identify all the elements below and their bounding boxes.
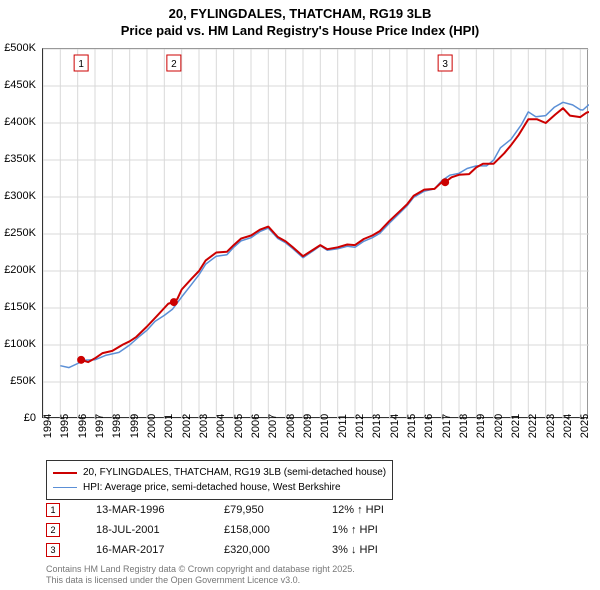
x-tick-label: 2014 (389, 414, 401, 438)
chart-title: 20, FYLINGDALES, THATCHAM, RG19 3LB Pric… (0, 0, 600, 40)
title-line2: Price paid vs. HM Land Registry's House … (0, 23, 600, 40)
sale-price: £158,000 (224, 524, 304, 536)
x-tick-label: 1996 (77, 414, 89, 438)
title-line1: 20, FYLINGDALES, THATCHAM, RG19 3LB (0, 6, 600, 23)
x-tick-label: 2006 (250, 414, 262, 438)
sale-row: 3 16-MAR-2017 £320,000 3% ↓ HPI (46, 540, 384, 560)
y-axis-labels: £0£50K£100K£150K£200K£250K£300K£350K£400… (0, 48, 40, 418)
x-tick-label: 2009 (302, 414, 314, 438)
svg-text:3: 3 (442, 59, 448, 70)
x-tick-label: 2007 (267, 414, 279, 438)
footer: Contains HM Land Registry data © Crown c… (46, 564, 355, 587)
y-tick-label: £0 (24, 412, 36, 424)
sale-row: 1 13-MAR-1996 £79,950 12% ↑ HPI (46, 500, 384, 520)
x-tick-label: 2019 (475, 414, 487, 438)
x-tick-label: 1997 (94, 414, 106, 438)
y-tick-label: £150K (4, 301, 36, 313)
legend-row: 20, FYLINGDALES, THATCHAM, RG19 3LB (sem… (53, 465, 386, 480)
sale-date: 16-MAR-2017 (96, 544, 196, 556)
sale-price: £79,950 (224, 504, 304, 516)
y-tick-label: £200K (4, 264, 36, 276)
sale-date: 13-MAR-1996 (96, 504, 196, 516)
sale-diff: 3% ↓ HPI (332, 544, 378, 556)
x-tick-label: 2008 (285, 414, 297, 438)
x-tick-label: 2013 (371, 414, 383, 438)
svg-text:1: 1 (78, 59, 84, 70)
x-tick-label: 2018 (458, 414, 470, 438)
x-axis-labels: 1994199519961997199819992000200120022003… (42, 422, 588, 462)
x-tick-label: 1995 (59, 414, 71, 438)
sale-date: 18-JUL-2001 (96, 524, 196, 536)
svg-text:2: 2 (171, 59, 177, 70)
x-tick-label: 2022 (527, 414, 539, 438)
sale-marker-icon: 3 (46, 543, 60, 557)
legend-label-price: 20, FYLINGDALES, THATCHAM, RG19 3LB (sem… (83, 465, 386, 480)
x-tick-label: 1994 (42, 414, 54, 438)
x-tick-label: 2011 (337, 414, 349, 438)
x-tick-label: 2020 (493, 414, 505, 438)
y-tick-label: £250K (4, 227, 36, 239)
legend-swatch-hpi (53, 487, 77, 488)
sale-diff: 1% ↑ HPI (332, 524, 378, 536)
x-tick-label: 2017 (441, 414, 453, 438)
x-tick-label: 2023 (545, 414, 557, 438)
x-tick-label: 2003 (198, 414, 210, 438)
x-tick-label: 2000 (146, 414, 158, 438)
sales-table: 1 13-MAR-1996 £79,950 12% ↑ HPI 2 18-JUL-2001… (46, 500, 384, 560)
x-tick-label: 2002 (181, 414, 193, 438)
x-tick-label: 2024 (562, 414, 574, 438)
x-tick-label: 2016 (423, 414, 435, 438)
x-tick-label: 1999 (129, 414, 141, 438)
x-tick-label: 2004 (215, 414, 227, 438)
x-tick-label: 1998 (111, 414, 123, 438)
sale-marker-icon: 1 (46, 503, 60, 517)
y-tick-label: £50K (10, 375, 36, 387)
chart-plot-area: 1 2 3 (42, 48, 588, 418)
chart-svg: 1 2 3 (43, 49, 589, 419)
sale-marker-icon: 2 (46, 523, 60, 537)
legend-row: HPI: Average price, semi-detached house,… (53, 480, 386, 495)
x-tick-label: 2021 (510, 414, 522, 438)
y-tick-label: £350K (4, 153, 36, 165)
legend-swatch-price (53, 472, 77, 474)
legend: 20, FYLINGDALES, THATCHAM, RG19 3LB (sem… (46, 460, 393, 500)
legend-label-hpi: HPI: Average price, semi-detached house,… (83, 480, 341, 495)
y-tick-label: £300K (4, 190, 36, 202)
x-tick-label: 2015 (406, 414, 418, 438)
footer-line1: Contains HM Land Registry data © Crown c… (46, 564, 355, 575)
x-tick-label: 2005 (233, 414, 245, 438)
sale-price: £320,000 (224, 544, 304, 556)
sale-diff: 12% ↑ HPI (332, 504, 384, 516)
x-tick-label: 2001 (163, 414, 175, 438)
x-tick-label: 2025 (579, 414, 591, 438)
y-tick-label: £100K (4, 338, 36, 350)
y-tick-label: £400K (4, 116, 36, 128)
sale-row: 2 18-JUL-2001 £158,000 1% ↑ HPI (46, 520, 384, 540)
y-tick-label: £500K (4, 42, 36, 54)
footer-line2: This data is licensed under the Open Gov… (46, 575, 355, 586)
y-tick-label: £450K (4, 79, 36, 91)
x-tick-label: 2010 (319, 414, 331, 438)
x-tick-label: 2012 (354, 414, 366, 438)
